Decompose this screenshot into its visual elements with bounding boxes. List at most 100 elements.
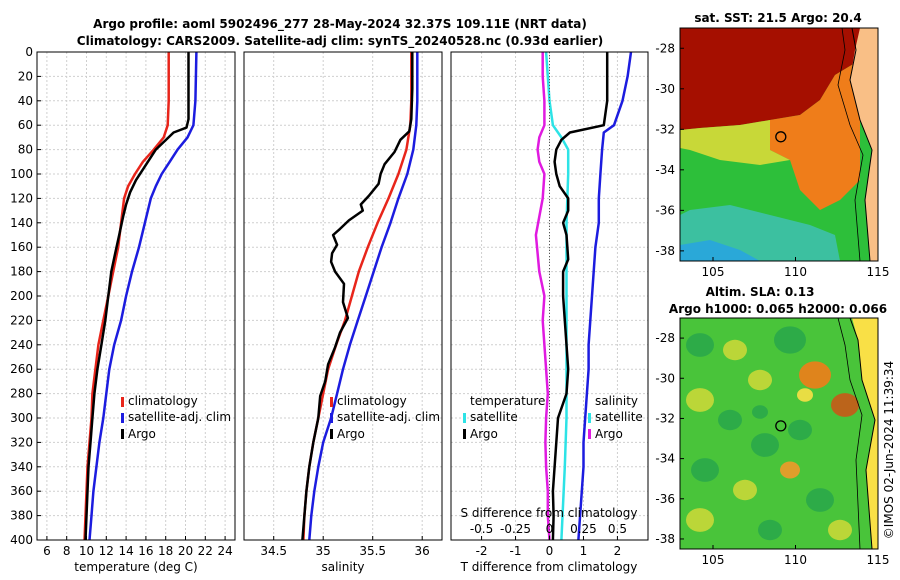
sla-anomaly-blob <box>718 409 742 431</box>
sst-argo-marker <box>775 131 787 143</box>
sla-map-frame <box>679 317 879 550</box>
figure-title-line2: Climatology: CARS2009. Satellite-adj cli… <box>77 34 603 49</box>
series-line-argo <box>301 52 414 540</box>
temperature-xlabel: temperature (deg C) <box>74 560 197 574</box>
legend-label-argo: Argo <box>337 427 365 441</box>
x-tick-label: 34.5 <box>260 544 287 558</box>
map-lat-tick-label: -34 <box>655 452 675 466</box>
map-lat-tick-label: -30 <box>655 82 675 96</box>
x-tick-label: 22 <box>198 544 213 558</box>
series-line-argo <box>84 52 190 540</box>
salinity-xlabel: salinity <box>321 560 364 574</box>
s-difference-tick-label: -0.5 <box>470 522 493 536</box>
legend-label-climatology: climatology <box>128 394 198 408</box>
x-tick-label: 1 <box>580 544 588 558</box>
x-tick-label: 2 <box>614 544 622 558</box>
sla-coastline <box>849 318 876 549</box>
depth-tick-label: 380 <box>10 509 33 523</box>
sst-orange-region <box>770 60 860 210</box>
depth-tick-label: 60 <box>18 118 33 132</box>
salinity-legend: climatology satellite-adj. clim Argo <box>330 394 440 441</box>
sla-argo-marker <box>775 420 787 432</box>
depth-tick-label: 300 <box>10 411 33 425</box>
x-tick-label: 36 <box>415 544 430 558</box>
map-lat-tick-label: -28 <box>655 41 675 55</box>
t-difference-xlabel: T difference from climatology <box>460 560 638 574</box>
difference-legend-temperature: temperature satellite Argo <box>463 394 545 441</box>
x-tick-label: 18 <box>158 544 173 558</box>
legend-label-s-satellite: satellite <box>595 410 643 424</box>
sla-map: Altim. SLA: 0.13 Argo h1000: 0.065 h2000… <box>655 285 889 567</box>
s-difference-tick-label: 0.5 <box>608 522 627 536</box>
depth-tick-label: 320 <box>10 435 33 449</box>
x-tick-label: 0 <box>546 544 554 558</box>
sla-anomaly-blob <box>733 479 757 501</box>
legend-label-climatology: climatology <box>337 394 407 408</box>
sst-map-title: sat. SST: 21.5 Argo: 20.4 <box>694 11 861 25</box>
sla-anomaly-blob <box>828 519 852 541</box>
depth-tick-label: 240 <box>10 338 33 352</box>
x-tick-label: 20 <box>178 544 193 558</box>
sla-anomaly-blob <box>752 405 768 419</box>
legend-label-s-argo: Argo <box>595 427 623 441</box>
legend-swatch-t-satellite <box>463 413 466 423</box>
legend-swatch-satellite <box>121 413 124 423</box>
map-lat-tick-label: -36 <box>655 203 675 217</box>
legend-label-satellite: satellite-adj. clim <box>128 410 231 424</box>
legend-title-salinity: salinity <box>595 394 638 408</box>
map-lat-tick-label: -38 <box>655 244 675 258</box>
figure-title-line1: Argo profile: aoml 5902496_277 28-May-20… <box>93 17 587 32</box>
sla-anomaly-blob <box>748 369 772 391</box>
sla-bathymetry-contour <box>837 318 863 549</box>
x-tick-label: 16 <box>138 544 153 558</box>
map-lat-tick-label: -32 <box>655 411 675 425</box>
sla-anomaly-blob <box>797 388 813 402</box>
sla-anomaly-blob <box>686 388 714 412</box>
x-tick-label: 35 <box>316 544 331 558</box>
sla-anomaly-blob <box>774 326 806 354</box>
depth-tick-label: 140 <box>10 216 33 230</box>
series-line-salinity-satellite <box>534 52 551 540</box>
sst-warm-region <box>680 28 860 130</box>
series-line-salinity-argo <box>577 52 633 540</box>
map-lon-tick-label: 110 <box>784 553 807 567</box>
sla-anomaly-blob <box>780 461 800 479</box>
legend-swatch-climatology <box>121 397 124 407</box>
x-tick-label: 14 <box>118 544 133 558</box>
legend-title-temperature: temperature <box>470 394 545 408</box>
difference-panel: -2 -1 0 1 2 S difference from climatology -0… <box>450 51 649 574</box>
depth-tick-label: 80 <box>18 143 33 157</box>
map-lon-tick-label: 110 <box>784 265 807 279</box>
legend-swatch-satellite <box>330 413 333 423</box>
legend-label-argo: Argo <box>128 427 156 441</box>
map-lon-tick-label: 105 <box>702 553 725 567</box>
s-difference-tick-label: 0 <box>546 522 554 536</box>
sla-anomaly-blob <box>723 339 747 361</box>
map-lat-tick-label: -28 <box>655 331 675 345</box>
legend-label-t-argo: Argo <box>470 427 498 441</box>
s-difference-label: S difference from climatology <box>461 506 638 520</box>
series-line-temperature-argo <box>551 52 609 540</box>
depth-tick-label: 20 <box>18 69 33 83</box>
depth-tick-label: 180 <box>10 265 33 279</box>
sst-blue-region <box>680 240 760 261</box>
legend-swatch-s-satellite <box>588 413 591 423</box>
map-lon-tick-label: 115 <box>867 265 890 279</box>
sla-anomaly-blob <box>691 458 719 482</box>
map-lat-tick-label: -32 <box>655 122 675 136</box>
depth-tick-label: 0 <box>25 45 33 59</box>
series-line-satellite-adj-clim <box>308 52 419 540</box>
depth-tick-label: 400 <box>10 533 33 547</box>
legend-swatch-t-argo <box>463 429 466 439</box>
x-tick-label: 10 <box>79 544 94 558</box>
s-difference-tick-label: 0.25 <box>570 522 597 536</box>
depth-tick-label: 260 <box>10 362 33 376</box>
depth-tick-label: 280 <box>10 387 33 401</box>
x-tick-label: -1 <box>510 544 522 558</box>
x-tick-label: 24 <box>217 544 232 558</box>
imos-watermark: ©IMOS 02-Jun-2024 11:39:34 <box>882 361 896 539</box>
difference-legend-salinity: salinity satellite Argo <box>588 394 643 441</box>
legend-swatch-argo <box>330 429 333 439</box>
sla-anomaly-blob <box>799 361 831 389</box>
